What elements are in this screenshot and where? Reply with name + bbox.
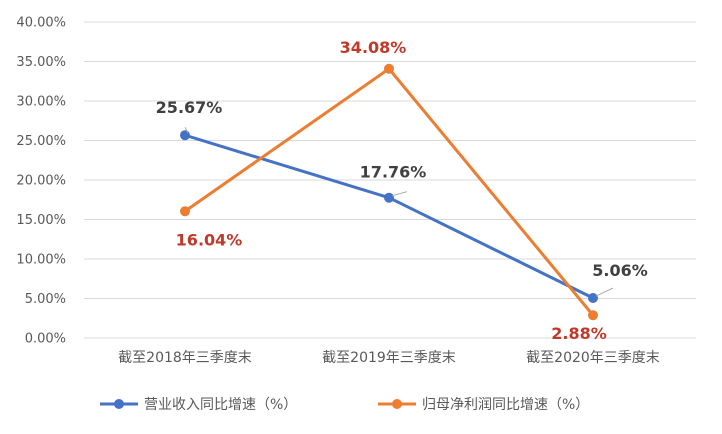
data-label: 17.76% xyxy=(360,163,427,182)
y-tick-label: 25.00% xyxy=(16,134,66,149)
leader-line xyxy=(184,126,189,134)
legend-label: 营业收入同比增速（%） xyxy=(144,397,297,413)
series-line xyxy=(183,133,595,300)
y-tick-label: 30.00% xyxy=(16,95,66,110)
y-tick-label: 15.00% xyxy=(16,213,66,228)
y-axis-ticks: 0.00% 5.00% 10.00% 15.00% 20.00% 25.00% 30.00%… xyxy=(16,16,66,347)
legend-swatch-marker xyxy=(114,399,124,409)
series-line xyxy=(183,67,595,317)
data-labels: 25.67% 17.76% 5.06% 16.04% 34.08% 2.88% xyxy=(156,38,648,343)
data-label: 5.06% xyxy=(592,261,648,280)
y-tick-label: 35.00% xyxy=(16,55,66,70)
data-label: 25.67% xyxy=(156,98,223,117)
data-label: 34.08% xyxy=(340,38,407,57)
y-tick-label: 0.00% xyxy=(25,332,66,347)
x-tick-label: 截至2019年三季度末 xyxy=(322,350,456,366)
data-point xyxy=(180,206,190,217)
legend-swatch-marker xyxy=(392,399,402,409)
x-axis-ticks: 截至2018年三季度末 截至2019年三季度末 截至2020年三季度末 xyxy=(118,350,660,366)
x-tick-label: 截至2020年三季度末 xyxy=(526,350,660,366)
y-tick-label: 5.00% xyxy=(25,292,66,307)
y-tick-label: 40.00% xyxy=(16,16,66,31)
gridlines xyxy=(84,21,696,339)
data-point xyxy=(180,130,190,141)
series-lines xyxy=(180,63,598,321)
data-point xyxy=(588,310,598,321)
data-label: 2.88% xyxy=(551,324,607,343)
data-label: 16.04% xyxy=(176,230,243,249)
leader-line xyxy=(595,287,614,297)
data-point xyxy=(588,293,598,304)
data-point xyxy=(384,63,394,74)
data-point xyxy=(384,192,394,203)
x-tick-label: 截至2018年三季度末 xyxy=(118,350,252,366)
y-tick-label: 10.00% xyxy=(16,253,66,268)
legend: 营业收入同比增速（%） 归母净利润同比增速（%） xyxy=(100,396,589,413)
y-tick-label: 20.00% xyxy=(16,174,66,189)
legend-label: 归母净利润同比增速（%） xyxy=(422,396,589,413)
leader-line xyxy=(391,191,408,197)
